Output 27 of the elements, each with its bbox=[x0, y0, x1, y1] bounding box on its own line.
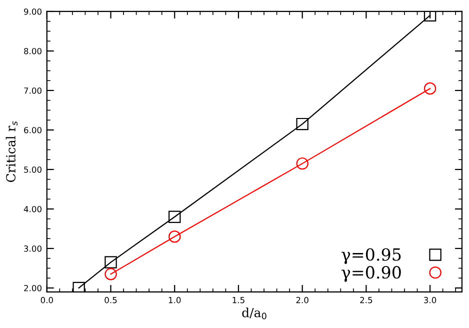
point bbox=[104, 268, 117, 280]
point bbox=[296, 118, 308, 130]
x-tick-label: 0.5 bbox=[104, 296, 117, 304]
point bbox=[72, 282, 85, 292]
point bbox=[424, 82, 436, 95]
x-tick-label: 1.5 bbox=[232, 297, 244, 304]
y-tick-label: 3.00 bbox=[24, 245, 42, 252]
x-tick-label: 1.0 bbox=[168, 296, 181, 304]
x-tick-label: 0.0 bbox=[40, 296, 53, 304]
y-axis-title: Critical r$_{s}$ bbox=[6, 121, 18, 182]
point bbox=[168, 230, 181, 243]
y-tick-label: 7.00 bbox=[24, 87, 42, 94]
legend-label: γ=0.90 bbox=[342, 266, 401, 282]
y-tick-label: 4.00 bbox=[24, 206, 42, 212]
x-tick-label: 2.0 bbox=[296, 296, 308, 304]
y-tick-label: 2.00 bbox=[24, 284, 42, 292]
legend-label: γ=0.95 bbox=[342, 248, 401, 264]
x-tick-label: 2.5 bbox=[360, 296, 372, 304]
y-tick-label: 9.00 bbox=[24, 8, 42, 15]
point bbox=[168, 210, 181, 223]
point bbox=[104, 256, 117, 268]
y-tick-label: 6.00 bbox=[24, 126, 42, 134]
x-axis-title: d/a$_{0}$ bbox=[242, 308, 266, 320]
x-tick-label: 3.0 bbox=[424, 296, 436, 304]
y-tick-label: 8.00 bbox=[24, 48, 42, 54]
point bbox=[296, 157, 308, 170]
y-tick-label: 5.00 bbox=[24, 166, 42, 173]
